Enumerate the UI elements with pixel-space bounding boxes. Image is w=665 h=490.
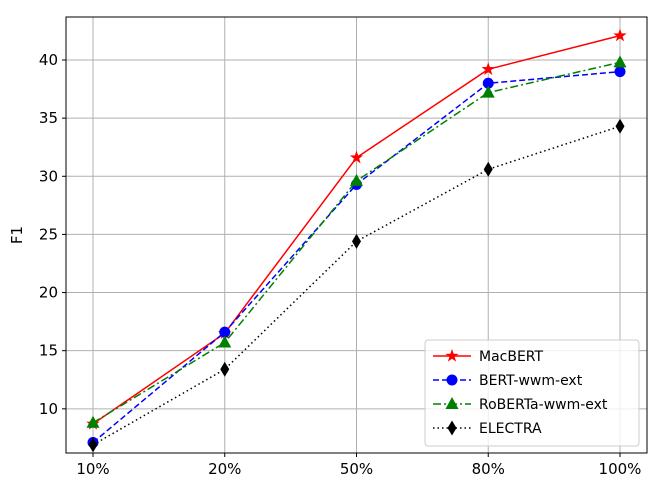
data-point (352, 233, 361, 249)
data-point (447, 420, 457, 436)
legend-label: MacBERT (479, 349, 544, 365)
y-tick-label: 40 (39, 51, 58, 69)
legend-item: RoBERTa-wwm-ext (433, 397, 608, 413)
y-tick-label: 25 (39, 225, 58, 243)
data-point (445, 397, 459, 409)
data-point (615, 118, 625, 134)
y-axis-label: F1 (8, 226, 26, 244)
data-point (614, 66, 626, 78)
series-electra (88, 118, 625, 453)
y-tick-label: 15 (39, 342, 58, 360)
y-tick-label: 20 (39, 284, 58, 302)
legend: MacBERT BERT-wwm-ext RoBERTa-wwm-ext ELECTR… (424, 339, 640, 447)
data-point (220, 361, 230, 377)
series-roberta-wwm-ext (86, 55, 627, 428)
legend-item: MacBERT (433, 349, 544, 365)
x-tick-label: 10% (76, 460, 109, 478)
legend-label: BERT-wwm-ext (479, 373, 583, 389)
data-point (482, 77, 494, 89)
data-point (219, 326, 231, 338)
data-point (218, 335, 232, 348)
y-tick-label: 10 (39, 400, 58, 418)
y-tick-label: 30 (39, 167, 58, 185)
x-tick-label: 50% (340, 460, 373, 478)
legend-item: BERT-wwm-ext (433, 373, 583, 389)
y-tick-label: 35 (39, 109, 58, 127)
data-point (613, 55, 627, 68)
data-point (481, 85, 495, 98)
x-tick-label: 80% (472, 460, 505, 478)
legend-label: ELECTRA (479, 421, 542, 437)
data-point (349, 150, 364, 164)
series-line (92, 125, 621, 446)
x-tick-label: 100% (599, 460, 642, 478)
series-line (92, 61, 621, 424)
legend-item: ELECTRA (433, 420, 542, 437)
data-point (88, 437, 98, 453)
data-point (481, 62, 495, 75)
data-point (350, 173, 363, 186)
legend-box (424, 339, 640, 447)
legend-label: RoBERTa-wwm-ext (479, 397, 608, 413)
data-point (86, 415, 100, 428)
data-point (613, 28, 627, 42)
data-point (445, 349, 459, 362)
data-point (446, 374, 458, 386)
axis-ticks: 10% 20% 50% 80% 100% 10 15 20 25 30 35 40 (39, 51, 642, 478)
x-tick-label: 20% (208, 460, 241, 478)
data-point (483, 161, 493, 177)
series-layer (86, 28, 627, 453)
